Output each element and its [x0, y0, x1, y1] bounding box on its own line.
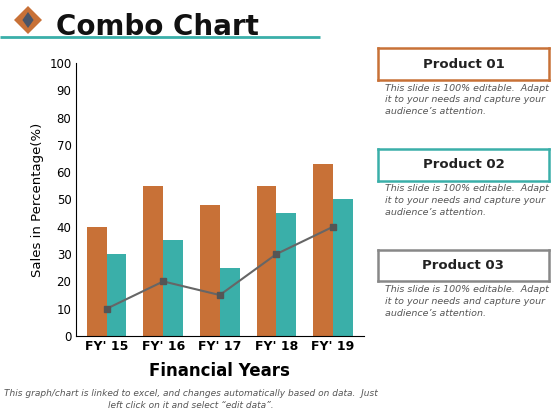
- Text: Product 01: Product 01: [423, 58, 504, 71]
- Bar: [220, 268, 240, 336]
- Bar: [276, 213, 296, 336]
- Text: Product 03: Product 03: [422, 259, 505, 272]
- Bar: [256, 186, 276, 336]
- Bar: [164, 240, 183, 336]
- Text: This graph/chart is linked to excel, and changes automatically based on data.  J: This graph/chart is linked to excel, and…: [3, 389, 377, 410]
- Bar: [313, 164, 333, 336]
- Bar: [87, 227, 107, 336]
- Bar: [200, 205, 220, 336]
- Text: This slide is 100% editable.  Adapt
it to your needs and capture your
audience’s: This slide is 100% editable. Adapt it to…: [385, 184, 549, 217]
- Text: This slide is 100% editable.  Adapt
it to your needs and capture your
audience’s: This slide is 100% editable. Adapt it to…: [385, 285, 549, 318]
- Polygon shape: [14, 6, 42, 34]
- Text: This slide is 100% editable.  Adapt
it to your needs and capture your
audience’s: This slide is 100% editable. Adapt it to…: [385, 84, 549, 116]
- Text: Product 02: Product 02: [423, 158, 504, 171]
- Polygon shape: [22, 12, 34, 28]
- Bar: [143, 186, 164, 336]
- Text: Combo Chart: Combo Chart: [56, 13, 259, 41]
- Y-axis label: Sales in Percentage(%): Sales in Percentage(%): [31, 122, 44, 277]
- X-axis label: Financial Years: Financial Years: [150, 362, 290, 380]
- Bar: [107, 254, 127, 336]
- Bar: [333, 200, 353, 336]
